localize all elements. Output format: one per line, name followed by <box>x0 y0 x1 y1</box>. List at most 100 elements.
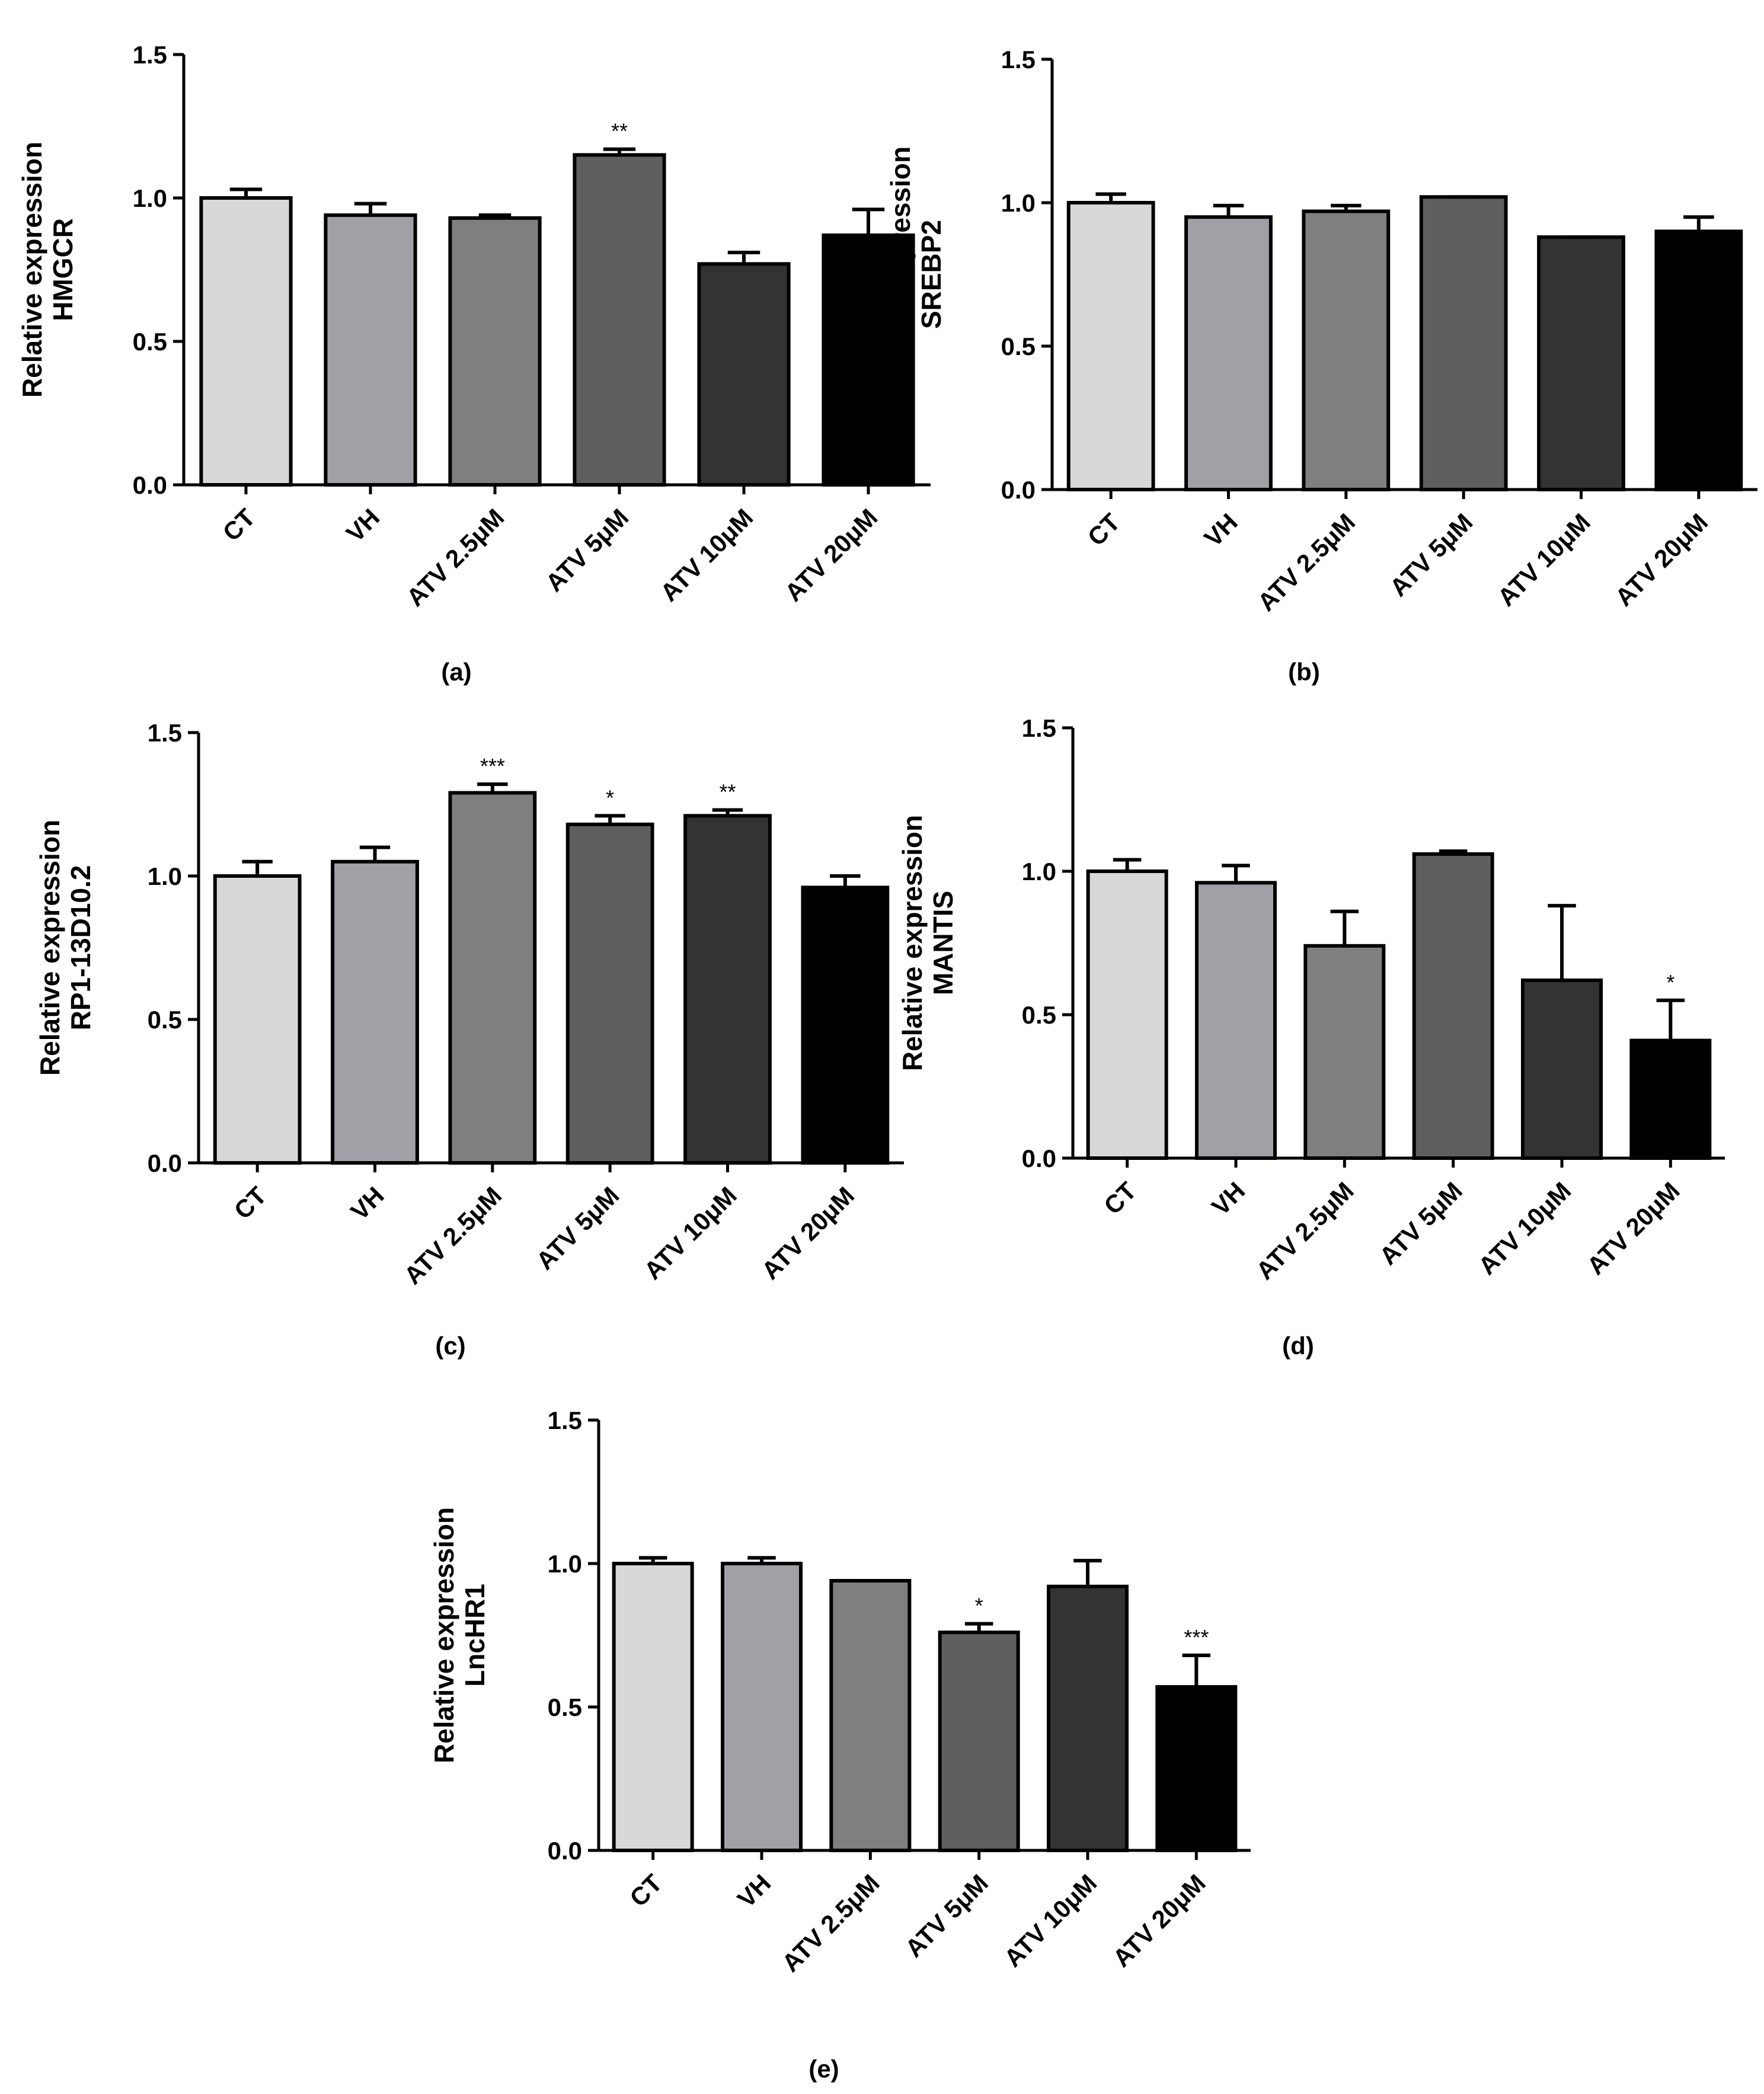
x-category-label: VH <box>1206 1177 1251 1221</box>
bar <box>1066 201 1155 491</box>
y-tick-label: 1.0 <box>133 184 167 212</box>
bar <box>1303 944 1386 1160</box>
bar <box>1521 978 1603 1161</box>
y-axis-label-line1: Relative expression <box>429 1507 459 1763</box>
y-tick-label: 0.0 <box>1001 476 1036 504</box>
y-tick-label: 0.5 <box>148 1006 182 1034</box>
x-category-label: ATV 2.5μM <box>776 1869 885 1977</box>
x-category-label: CT <box>229 1181 272 1225</box>
bar <box>1086 869 1168 1160</box>
significance-marker: *** <box>1184 1625 1209 1649</box>
x-category-label: ATV 5μM <box>531 1181 624 1275</box>
y-axis-label-line2: SREBP2 <box>916 220 947 329</box>
significance-marker: ** <box>719 780 736 804</box>
bar <box>683 814 772 1165</box>
x-category-label: VH <box>345 1181 389 1226</box>
bar <box>721 1562 803 1852</box>
bar <box>1302 209 1391 491</box>
x-category-label: ATV 5μM <box>900 1869 993 1962</box>
bar <box>1419 195 1508 491</box>
bar <box>199 196 293 487</box>
bar <box>448 216 542 487</box>
y-axis-label: Relative expressionHMGCR <box>17 142 78 398</box>
panel-label: (e) <box>808 2055 839 2083</box>
bar <box>801 885 890 1165</box>
bar <box>1629 1038 1712 1161</box>
x-category-label: CT <box>1098 1177 1142 1220</box>
y-axis-label: Relative expressionLncHR1 <box>429 1507 490 1763</box>
significance-marker: ** <box>611 119 628 143</box>
x-category-label: VH <box>341 503 385 548</box>
y-tick-label: 1.5 <box>548 1406 582 1434</box>
chart-panel: 0.00.51.01.5CT VH ATV 2.5μM ATV 5μM ATV 10μM… <box>885 46 1757 686</box>
x-category-label: ATV 5μM <box>540 503 634 597</box>
significance-marker: *** <box>480 754 505 778</box>
x-category-label: ATV 20μM <box>1581 1177 1685 1280</box>
bar <box>1184 215 1273 491</box>
x-category-label: CT <box>624 1869 667 1912</box>
chart-panel: 0.0 0.5 1.0 1.5 CT VH ATV 2.5μM ATV 5μM ** ATV 10… <box>17 41 931 686</box>
bar <box>213 874 302 1165</box>
x-category-label: CT <box>218 503 261 546</box>
x-category-label: VH <box>732 1869 776 1913</box>
x-category-label: ATV 5μM <box>1374 1177 1468 1270</box>
y-tick-label: 1.5 <box>1022 714 1056 742</box>
y-tick-label: 0.5 <box>133 328 167 356</box>
bar <box>1654 229 1743 491</box>
x-category-label: ATV 2.5μM <box>1251 1177 1359 1285</box>
y-axis-label-line1: Relative expression <box>34 820 65 1076</box>
x-category-label: ATV 2.5μM <box>1252 508 1360 616</box>
bar <box>324 213 417 487</box>
x-category-label: ATV 10μM <box>1473 1177 1577 1280</box>
x-category-label: VH <box>1199 508 1243 552</box>
x-category-label: CT <box>1082 508 1126 551</box>
y-axis-label-line1: Relative expression <box>885 146 916 402</box>
x-category-label: ATV 2.5μM <box>401 503 509 612</box>
significance-marker: * <box>975 1594 983 1618</box>
significance-marker: * <box>606 785 614 810</box>
y-tick-label: 0.0 <box>133 471 167 499</box>
chart-panel: 0.0 0.5 1.0 1.5 CT VH ATV 2.5μM *** ATV 5μM * ATV … <box>34 719 904 1360</box>
y-axis-label-line1: Relative expression <box>897 815 928 1071</box>
x-category-label: ATV 20μM <box>1107 1869 1211 1972</box>
chart-panel: 0.0 0.5 1.0 1.5 CT VH ATV 2.5μM ATV 5μM * ATV 10μ… <box>429 1406 1251 2083</box>
bar <box>448 791 537 1165</box>
y-tick-label: 0.5 <box>1022 1001 1056 1029</box>
y-tick-label: 0.5 <box>548 1693 582 1721</box>
y-axis-label-line1: Relative expression <box>17 142 47 398</box>
bar <box>1412 852 1494 1160</box>
bar <box>565 822 654 1165</box>
bar <box>573 153 666 487</box>
x-category-label: ATV 5μM <box>1384 508 1478 602</box>
y-axis-label: Relative expressionMANTIS <box>897 815 958 1071</box>
y-axis-label-line2: LncHR1 <box>459 1584 490 1687</box>
panel-label: (d) <box>1282 1332 1314 1360</box>
x-category-label: ATV 10μM <box>999 1869 1102 1972</box>
x-category-label: ATV 20μM <box>756 1181 860 1285</box>
y-axis-label: Relative expressionRP1-13D10.2 <box>34 820 96 1076</box>
y-tick-label: 1.0 <box>548 1550 582 1578</box>
y-tick-label: 1.5 <box>148 719 182 747</box>
y-tick-label: 0.0 <box>148 1149 182 1177</box>
panel-label: (a) <box>441 658 471 686</box>
y-axis-label-line2: RP1-13D10.2 <box>65 865 96 1031</box>
panel-label: (b) <box>1288 658 1320 686</box>
y-tick-label: 0.0 <box>548 1837 582 1865</box>
y-tick-label: 1.0 <box>1001 189 1036 217</box>
chart-panel: 0.00.51.01.5CT VH ATV 2.5μM ATV 5μM ATV 10μM… <box>897 714 1725 1360</box>
y-axis-label-line2: HMGCR <box>47 218 78 321</box>
x-category-label: ATV 2.5μM <box>398 1181 507 1290</box>
bar <box>612 1562 694 1852</box>
bar <box>1195 881 1277 1160</box>
bar <box>1537 235 1625 491</box>
y-tick-label: 0.0 <box>1022 1144 1056 1172</box>
x-category-label: ATV 10μM <box>638 1181 742 1285</box>
y-tick-label: 0.5 <box>1001 333 1036 360</box>
x-category-label: ATV 20μM <box>779 503 883 607</box>
x-category-label: ATV 10μM <box>655 503 759 607</box>
bar <box>1155 1685 1238 1853</box>
bar <box>331 859 419 1165</box>
x-category-label: ATV 10μM <box>1492 508 1596 612</box>
bar <box>829 1579 912 1853</box>
y-axis-label-line2: MANTIS <box>928 891 958 995</box>
